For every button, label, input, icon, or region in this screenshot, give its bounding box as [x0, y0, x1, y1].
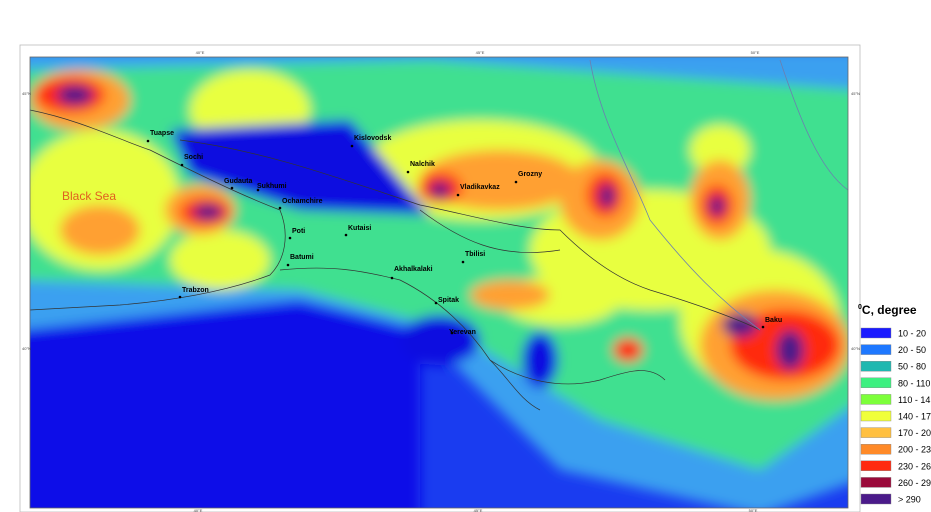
legend-label: 170 - 20 [898, 428, 931, 438]
legend-swatch [860, 493, 892, 505]
city-label: Tbilisi [465, 251, 485, 258]
city-dot [230, 186, 234, 190]
lon-label: 40°E [196, 50, 205, 55]
legend-label: 50 - 80 [898, 362, 926, 372]
city-label: Yerevan [449, 329, 476, 336]
lon-label: 45°E [476, 50, 485, 55]
city-dot [514, 180, 518, 184]
city-label: Sukhumi [257, 183, 287, 190]
legend-swatch [860, 394, 892, 405]
city-dot [344, 233, 348, 237]
city-dot [288, 236, 292, 240]
lat-label-right: 40°N [851, 346, 860, 351]
legend-swatch [860, 460, 892, 471]
city-dot [456, 193, 460, 197]
legend-swatch [860, 427, 892, 438]
map-frame [29, 56, 849, 509]
legend-label: 140 - 17 [898, 412, 931, 422]
legend-title-text: C, degree [862, 303, 917, 317]
legend-label: 230 - 26 [898, 461, 931, 471]
legend-label: 20 - 50 [898, 345, 926, 355]
lat-label: 40°N [22, 346, 31, 351]
legend-label: 10 - 20 [898, 329, 926, 339]
rivers [589, 59, 848, 331]
legend-label: 260 - 29 [898, 478, 931, 488]
city-layer: Tuapse Sochi Gudauta Sukhumi Ochamchire Kislo… [146, 130, 782, 336]
legend-title-sup: 0 [858, 304, 862, 311]
city-dot [178, 295, 182, 299]
city-label: Akhalkalaki [394, 266, 433, 273]
legend-label: 200 - 23 [898, 445, 931, 455]
city-dot [146, 139, 150, 143]
outer-frame [19, 44, 861, 512]
legend-label: > 290 [898, 495, 921, 505]
city-label: Grozny [518, 171, 542, 178]
legend: 10 - 20 20 - 50 50 - 80 80 - 110 110 - 14 140… [860, 327, 931, 505]
legend-swatch [860, 344, 892, 355]
lat-label: 45°N [22, 91, 31, 96]
lon-label-bottom: 40°E [194, 508, 203, 512]
city-label: Tuapse [150, 130, 174, 137]
city-dot [286, 263, 290, 267]
graticule-labels: 40°E 40°E 45°E 45°E 50°E 50°E 45°N 45°N 40°N 40°N [22, 50, 860, 512]
city-dot [434, 301, 438, 305]
city-dot [461, 260, 465, 264]
city-dot [278, 206, 282, 210]
legend-swatch [860, 327, 892, 339]
lon-label-bottom: 45°E [474, 508, 483, 512]
legend-swatch [860, 361, 892, 372]
legend-label: 110 - 14 [898, 395, 930, 405]
city-dot [406, 170, 410, 174]
city-dot [180, 163, 184, 167]
city-label: Ochamchire [282, 198, 323, 205]
city-dot [761, 325, 765, 329]
city-label: Kislovodsk [354, 135, 391, 142]
city-dot [256, 188, 260, 192]
legend-swatch [860, 377, 892, 388]
lon-label: 50°E [751, 50, 760, 55]
city-label: Trabzon [182, 287, 209, 294]
legend-swatch [860, 444, 892, 455]
city-dot [390, 276, 394, 280]
city-label: Batumi [290, 254, 314, 261]
legend-title: 0C, degree [858, 303, 917, 317]
city-label: Nalchik [410, 161, 435, 168]
city-label: Kutaisi [348, 225, 371, 232]
borders [30, 109, 761, 411]
city-dot [450, 331, 454, 335]
heat-field [30, 57, 848, 508]
city-label: Poti [292, 228, 305, 235]
city-label: Baku [765, 317, 782, 324]
sea-label: Black Sea [62, 189, 116, 203]
lat-label-right: 45°N [851, 91, 860, 96]
city-label: Gudauta [224, 178, 252, 185]
legend-swatch [860, 477, 892, 488]
city-label: Spitak [438, 297, 459, 304]
city-label: Vladikavkaz [460, 184, 500, 191]
city-dot [350, 144, 354, 148]
legend-label: 80 - 110 [898, 378, 930, 388]
city-label: Sochi [184, 154, 203, 161]
lon-label-bottom: 50°E [749, 508, 758, 512]
legend-swatch [860, 410, 892, 422]
